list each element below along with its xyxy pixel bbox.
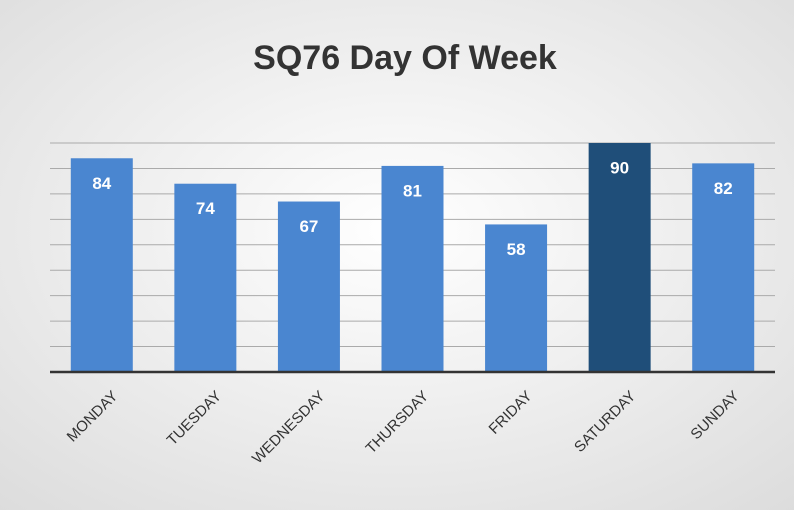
bar [485, 224, 548, 372]
value-label: 74 [196, 199, 215, 218]
value-label: 90 [610, 158, 629, 177]
bar [588, 143, 651, 372]
bar [277, 201, 340, 372]
value-label: 81 [403, 181, 422, 200]
value-label: 82 [714, 179, 733, 198]
value-label: 84 [92, 174, 111, 193]
bar [692, 163, 755, 372]
bar [70, 158, 133, 372]
value-label: 67 [299, 217, 318, 236]
bar [381, 165, 444, 372]
chart-title: SQ76 Day Of Week [253, 39, 557, 77]
bar [174, 183, 237, 372]
value-label: 58 [507, 240, 526, 259]
